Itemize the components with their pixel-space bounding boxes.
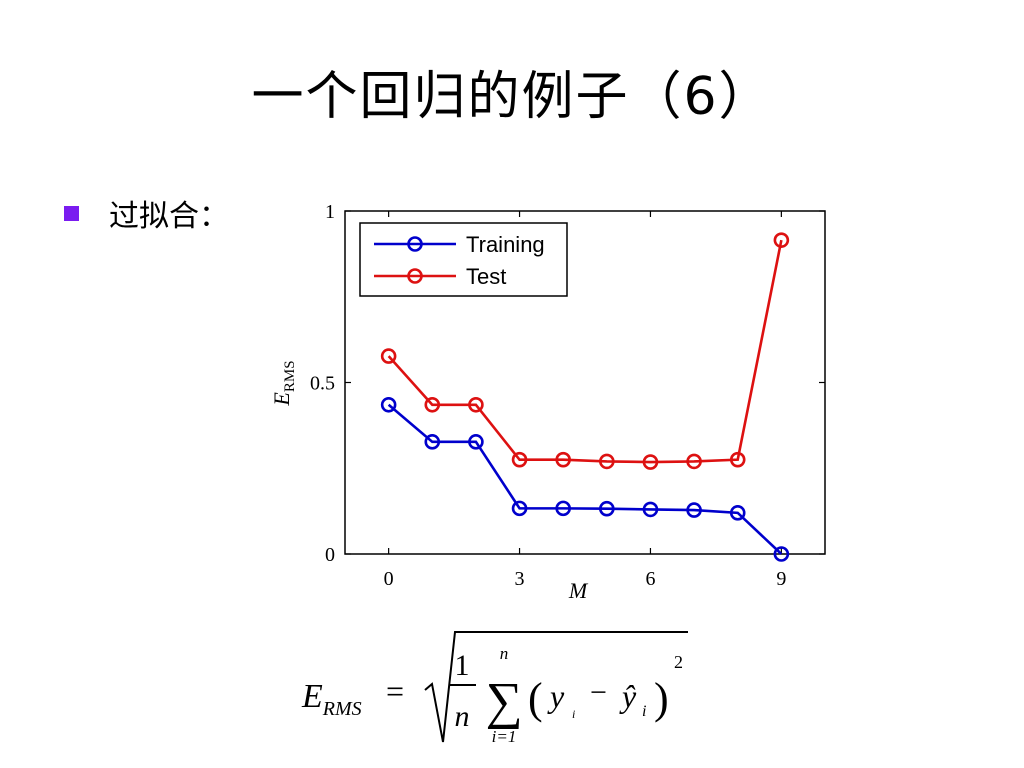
data-point-training xyxy=(468,434,484,450)
legend-box xyxy=(359,222,568,297)
y-subscript: i xyxy=(572,707,575,721)
legend: Training Test xyxy=(359,222,568,297)
yhat-subscript: i xyxy=(642,703,646,720)
data-point-test xyxy=(686,453,702,470)
x-tick-label: 6 xyxy=(645,568,655,590)
y-term: y xyxy=(547,678,565,714)
formula-equals: = xyxy=(386,673,404,709)
data-point-test xyxy=(773,232,790,248)
y-tick-label: 1 xyxy=(325,201,335,223)
data-point-test xyxy=(729,451,746,468)
power: 2 xyxy=(674,652,683,672)
sqrt-sign xyxy=(424,631,688,743)
legend-marker-training xyxy=(407,236,423,252)
formula-lhs: ERMS xyxy=(301,678,362,720)
formula-lhs-subscript: RMS xyxy=(322,698,362,720)
legend-marker-test xyxy=(407,268,423,284)
slide-title: 一个回归的例子（6） xyxy=(251,67,773,127)
y-axis-label: ERMS xyxy=(269,360,298,406)
data-point-training xyxy=(729,505,746,521)
data-point-test xyxy=(380,348,397,364)
sum-upper: n xyxy=(500,644,509,663)
legend-label-test: Test xyxy=(466,264,506,289)
data-point-test xyxy=(642,454,659,470)
y-axis-label-symbol: E xyxy=(269,392,294,407)
data-point-test xyxy=(599,453,615,470)
legend-label-training: Training xyxy=(466,232,545,257)
minus-sign: − xyxy=(590,676,607,709)
data-point-training xyxy=(511,500,528,517)
x-tick-label: 0 xyxy=(384,568,394,590)
svg-text:ERMS: ERMS xyxy=(269,360,298,406)
x-tick-label: 3 xyxy=(515,568,525,590)
data-point-test xyxy=(424,396,441,413)
data-point-training xyxy=(555,500,571,517)
series-line-training xyxy=(387,403,783,555)
y-tick-label: 0.5 xyxy=(310,373,335,395)
formula: ERMS = 1 n n ∑ i=1 ( y i − ŷ i ) 2 xyxy=(301,631,688,746)
sum-lower: i=1 xyxy=(492,727,517,746)
paren-open: ( xyxy=(528,674,543,723)
series-layer xyxy=(380,232,790,562)
x-axis-label: M xyxy=(568,578,589,603)
y-tick-label: 0 xyxy=(325,544,335,566)
axis-ticks: 0 3 6 9 0 0.5 1 xyxy=(310,201,825,590)
paren-close: ) xyxy=(654,674,669,723)
series-line-test xyxy=(387,239,783,464)
data-point-training xyxy=(642,501,659,518)
data-point-training xyxy=(380,396,397,413)
data-point-training xyxy=(686,502,702,518)
data-point-test xyxy=(468,396,484,413)
data-point-training xyxy=(773,546,790,562)
bullet-text: 过拟合： xyxy=(109,199,229,234)
square-bullet-icon xyxy=(64,205,79,221)
bullet-item: 过拟合： xyxy=(64,193,229,234)
x-tick-label: 9 xyxy=(776,568,786,590)
fraction-numerator: 1 xyxy=(455,649,470,682)
data-point-training xyxy=(424,434,441,450)
formula-lhs-symbol: E xyxy=(301,678,323,715)
y-axis-label-subscript: RMS xyxy=(282,360,298,392)
data-point-test xyxy=(511,451,528,468)
fraction-denominator: n xyxy=(455,700,470,733)
yhat-term: ŷ xyxy=(619,678,637,714)
data-point-training xyxy=(599,500,615,517)
sum-symbol: ∑ xyxy=(485,673,522,730)
data-point-test xyxy=(555,451,571,468)
